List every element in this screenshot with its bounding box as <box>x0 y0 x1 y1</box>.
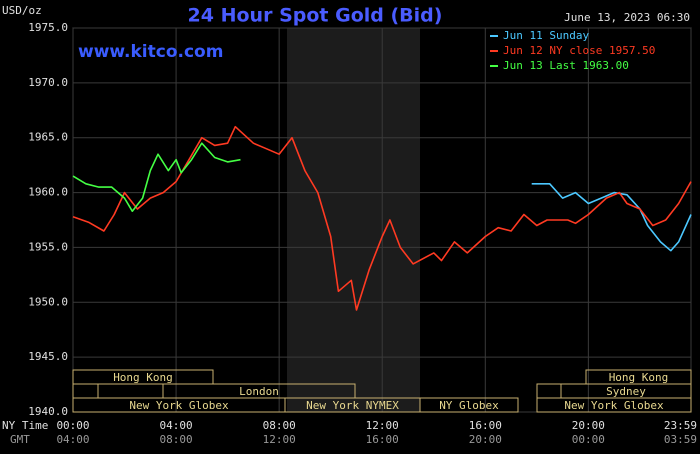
session-label: Hong Kong <box>609 371 669 384</box>
legend-label: Jun 12 NY close 1957.50 <box>503 44 655 57</box>
y-axis-label: USD/oz <box>2 4 42 17</box>
x-row-label: NY Time <box>2 419 48 432</box>
session-label: London <box>239 385 279 398</box>
nymex-shade <box>287 28 420 412</box>
y-tick-label: 1950.0 <box>28 295 68 308</box>
legend-label: Jun 11 Sunday <box>503 29 589 42</box>
session-box <box>419 397 519 413</box>
series-line <box>72 125 692 311</box>
y-tick-label: 1945.0 <box>28 350 68 363</box>
x-tick-label: 20:00 <box>572 419 605 432</box>
timestamp: June 13, 2023 06:30 <box>564 11 690 24</box>
session-label: New York NYMEX <box>306 399 399 412</box>
x-tick-label: 08:00 <box>263 419 296 432</box>
session-label: New York Globex <box>564 399 664 412</box>
x-tick-label: 16:00 <box>469 419 502 432</box>
x-tick-label: 23:59 <box>664 419 697 432</box>
x-tick-label-gmt: 12:00 <box>263 433 296 446</box>
x-tick-label: 12:00 <box>366 419 399 432</box>
series-line <box>72 142 241 212</box>
x-row-label: GMT <box>10 433 30 446</box>
watermark: www.kitco.com <box>78 42 223 62</box>
x-tick-label-gmt: 03:59 <box>664 433 697 446</box>
y-tick-label: 1975.0 <box>28 21 68 34</box>
y-tick-label: 1960.0 <box>28 186 68 199</box>
y-tick-label: 1965.0 <box>28 131 68 144</box>
session-label: NY Globex <box>439 399 499 412</box>
chart-title: 24 Hour Spot Gold (Bid) <box>188 5 443 27</box>
session-label: Sydney <box>606 385 646 398</box>
y-tick-label: 1940.0 <box>28 405 68 418</box>
y-tick-label: 1970.0 <box>28 76 68 89</box>
x-tick-label-gmt: 00:00 <box>572 433 605 446</box>
x-tick-label: 00:00 <box>56 419 89 432</box>
session-box <box>536 397 692 413</box>
x-tick-label-gmt: 16:00 <box>366 433 399 446</box>
x-tick-label-gmt: 20:00 <box>469 433 502 446</box>
session-label: Hong Kong <box>113 371 173 384</box>
x-tick-label-gmt: 08:00 <box>160 433 193 446</box>
session-label: New York Globex <box>129 399 229 412</box>
x-tick-label: 04:00 <box>160 419 193 432</box>
x-tick-label-gmt: 04:00 <box>56 433 89 446</box>
y-tick-label: 1955.0 <box>28 240 68 253</box>
legend-label: Jun 13 Last 1963.00 <box>503 59 629 72</box>
session-box <box>72 369 214 385</box>
